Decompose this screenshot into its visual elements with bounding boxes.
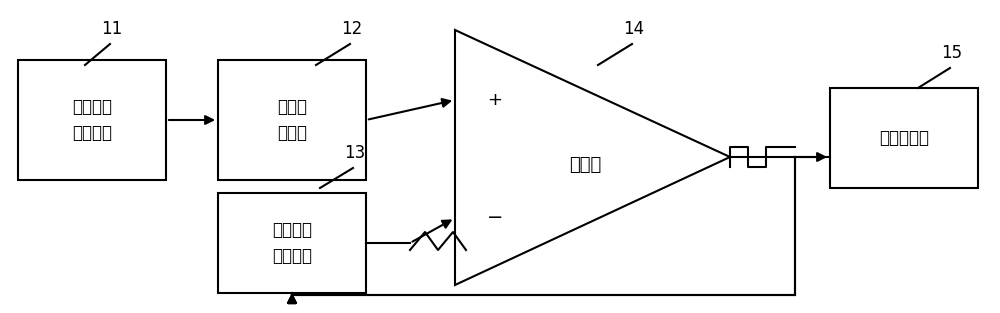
Text: 采样保
持电路: 采样保 持电路 (277, 98, 307, 142)
Text: −: − (487, 208, 503, 228)
Text: 脉冲发生器: 脉冲发生器 (879, 129, 929, 147)
Text: 12: 12 (341, 20, 363, 38)
Bar (18, 60, 166, 180)
Text: 13: 13 (344, 144, 366, 162)
Text: 14: 14 (623, 20, 645, 38)
Text: 11: 11 (101, 20, 123, 38)
Bar (830, 88, 978, 188)
Polygon shape (455, 30, 730, 285)
Bar (218, 60, 366, 180)
Text: 比较器: 比较器 (569, 156, 601, 174)
Text: +: + (487, 91, 502, 109)
Text: 斜坡信号
产生电路: 斜坡信号 产生电路 (272, 221, 312, 265)
Bar (218, 193, 366, 293)
Text: 15: 15 (941, 44, 963, 62)
Text: 调制信号
产生电路: 调制信号 产生电路 (72, 98, 112, 142)
